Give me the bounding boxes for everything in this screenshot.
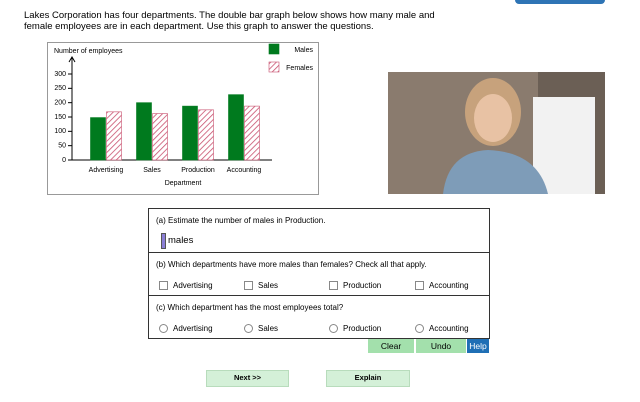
chart: Number of employees Department 0 50 100 150… <box>47 42 319 195</box>
option-label: Production <box>343 324 382 333</box>
bar <box>136 102 152 161</box>
y-tick-label: 200 <box>54 100 66 107</box>
y-axis-label: Number of employees <box>54 48 123 55</box>
legend-label: Males <box>294 47 313 54</box>
clear-button[interactable]: Clear <box>368 339 414 353</box>
next-button[interactable]: Next >> <box>206 370 289 387</box>
question-box: (a) Estimate the number of males in Prod… <box>148 208 490 339</box>
x-tick-label: Production <box>181 167 215 174</box>
axis-arrow <box>68 56 76 63</box>
radio[interactable] <box>159 324 168 333</box>
checkbox[interactable] <box>244 281 253 290</box>
bar <box>244 105 260 161</box>
bar <box>182 105 198 161</box>
radio[interactable] <box>329 324 338 333</box>
option-label: Advertising <box>173 281 213 290</box>
top-button[interactable] <box>515 0 605 4</box>
bar <box>228 94 244 161</box>
y-tick-label: 150 <box>54 114 66 121</box>
help-button[interactable]: Help <box>467 339 489 353</box>
question-label: (b) Which departments have more males th… <box>156 260 427 269</box>
x-axis-label: Department <box>165 180 202 187</box>
question-c: (c) Which department has the most employ… <box>149 296 489 338</box>
checkbox[interactable] <box>159 281 168 290</box>
option[interactable]: Advertising <box>159 281 213 290</box>
option-label: Production <box>343 281 382 290</box>
explain-button[interactable]: Explain <box>326 370 410 387</box>
y-tick-label: 50 <box>58 143 66 150</box>
question-b: (b) Which departments have more males th… <box>149 253 489 296</box>
option[interactable]: Production <box>329 281 381 290</box>
bar <box>106 111 122 161</box>
option-label: Accounting <box>429 324 469 333</box>
radio[interactable] <box>415 324 424 333</box>
option-label: Accounting <box>429 281 469 290</box>
option-label: Sales <box>258 281 279 290</box>
question-a: (a) Estimate the number of males in Prod… <box>149 209 489 253</box>
radio[interactable] <box>244 324 253 333</box>
video[interactable] <box>388 72 605 194</box>
intro-text: Lakes Corporation has four departments. … <box>24 10 435 32</box>
option[interactable]: Sales <box>244 324 278 333</box>
y-tick-label: 300 <box>54 71 66 78</box>
checkbox[interactable] <box>329 281 338 290</box>
y-tick-label: 100 <box>54 128 66 135</box>
option[interactable]: Accounting <box>415 281 469 290</box>
bar <box>152 113 168 161</box>
option[interactable]: Sales <box>244 281 278 290</box>
answer-input[interactable] <box>161 233 166 249</box>
undo-button[interactable]: Undo <box>416 339 466 353</box>
bar <box>90 117 106 161</box>
x-tick-label: Sales <box>143 167 161 174</box>
unit-label: males <box>168 235 194 246</box>
question-label: (a) Estimate the number of males in Prod… <box>156 216 326 225</box>
bar <box>198 109 214 161</box>
legend-swatch <box>268 61 280 73</box>
y-tick-label: 0 <box>62 157 66 164</box>
legend-label: Females <box>286 65 313 72</box>
x-tick-label: Advertising <box>89 167 124 174</box>
legend-swatch <box>268 43 280 55</box>
y-tick-label: 250 <box>54 85 66 92</box>
option[interactable]: Production <box>329 324 381 333</box>
checkbox[interactable] <box>415 281 424 290</box>
question-label: (c) Which department has the most employ… <box>156 303 344 312</box>
x-tick-label: Accounting <box>227 167 262 174</box>
option[interactable]: Accounting <box>415 324 469 333</box>
option-label: Advertising <box>173 324 213 333</box>
option-label: Sales <box>258 324 279 333</box>
option[interactable]: Advertising <box>159 324 213 333</box>
